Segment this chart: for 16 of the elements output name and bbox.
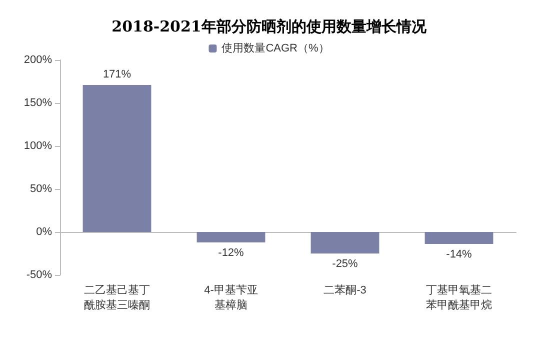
x-tick-label: 二乙基己基丁酰胺基三嗪酮 — [84, 284, 150, 312]
data-label: -14% — [446, 248, 472, 261]
y-tick-label: 200% — [24, 54, 52, 66]
x-tick-label: 二苯酮-3 — [324, 284, 366, 296]
legend-label: 使用数量CAGR（%） — [222, 42, 330, 54]
y-tick-label: 0% — [36, 226, 52, 238]
x-tick-label: 4-甲基苄亚基樟脑 — [204, 284, 258, 312]
y-tick-label: 150% — [24, 97, 52, 109]
y-tick-label: 100% — [24, 140, 52, 152]
y-tick-label: 50% — [30, 183, 52, 195]
data-label: 171% — [102, 68, 132, 80]
data-label: -25% — [332, 258, 358, 270]
chart-title: 2018-2021年部分防晒剂的使用数量增长情况 — [112, 18, 428, 36]
y-tick-label: -50% — [26, 269, 52, 281]
data-label: -12% — [218, 246, 244, 259]
x-tick-label: 丁基甲氧基二苯甲酰基甲烷 — [426, 284, 492, 312]
